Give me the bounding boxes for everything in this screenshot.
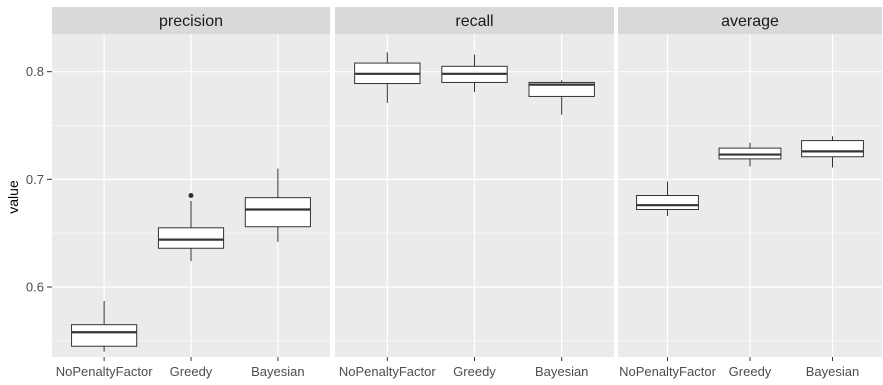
x-tick-label: Greedy [170,364,213,379]
x-tick-label: NoPenaltyFactor [619,364,716,379]
facet-strip-label: recall [455,13,493,30]
y-axis: 0.6 0.7 0.8 [26,64,52,295]
x-tick-label: Bayesian [251,364,304,379]
facet-average: average NoPenaltyFactor Greedy Bayesian [618,7,882,379]
box-iqr [244,197,311,228]
x-tick-label: Greedy [453,364,496,379]
x-tick-label: Bayesian [806,364,859,379]
box-NoPenaltyFactor [636,181,699,216]
facet-strip [52,7,330,34]
box-Bayesian [244,168,311,242]
facet-recall: recall NoPenaltyFactor Greedy Bayesian [335,7,614,379]
x-tick-label: Greedy [729,364,772,379]
outlier-point [188,193,194,198]
box-iqr [636,195,699,210]
facet-precision: precision NoPenaltyFactor Greedy Bayesian [52,7,330,379]
x-tick-label: NoPenaltyFactor [339,364,436,379]
x-tick-label: Bayesian [535,364,588,379]
box-NoPenaltyFactor [354,52,421,103]
box-Greedy [718,142,782,167]
box-NoPenaltyFactor [71,301,138,352]
y-tick-label: 0.6 [26,280,44,295]
box-iqr [801,140,864,158]
box-Bayesian [801,136,864,168]
box-iqr [528,81,595,97]
box-Greedy [441,54,508,93]
facet-strip [335,7,614,34]
facet-strip-label: average [721,13,779,30]
x-tick-label: NoPenaltyFactor [56,364,153,379]
y-axis-label: value [5,180,21,214]
y-tick-label: 0.8 [26,64,44,79]
box-Greedy [157,193,225,262]
box-iqr [157,227,225,249]
y-tick-label: 0.7 [26,172,44,187]
box-Bayesian [528,80,595,115]
box-iqr [71,324,138,347]
facet-strip-label: precision [159,13,223,30]
facet-strip [618,7,882,34]
